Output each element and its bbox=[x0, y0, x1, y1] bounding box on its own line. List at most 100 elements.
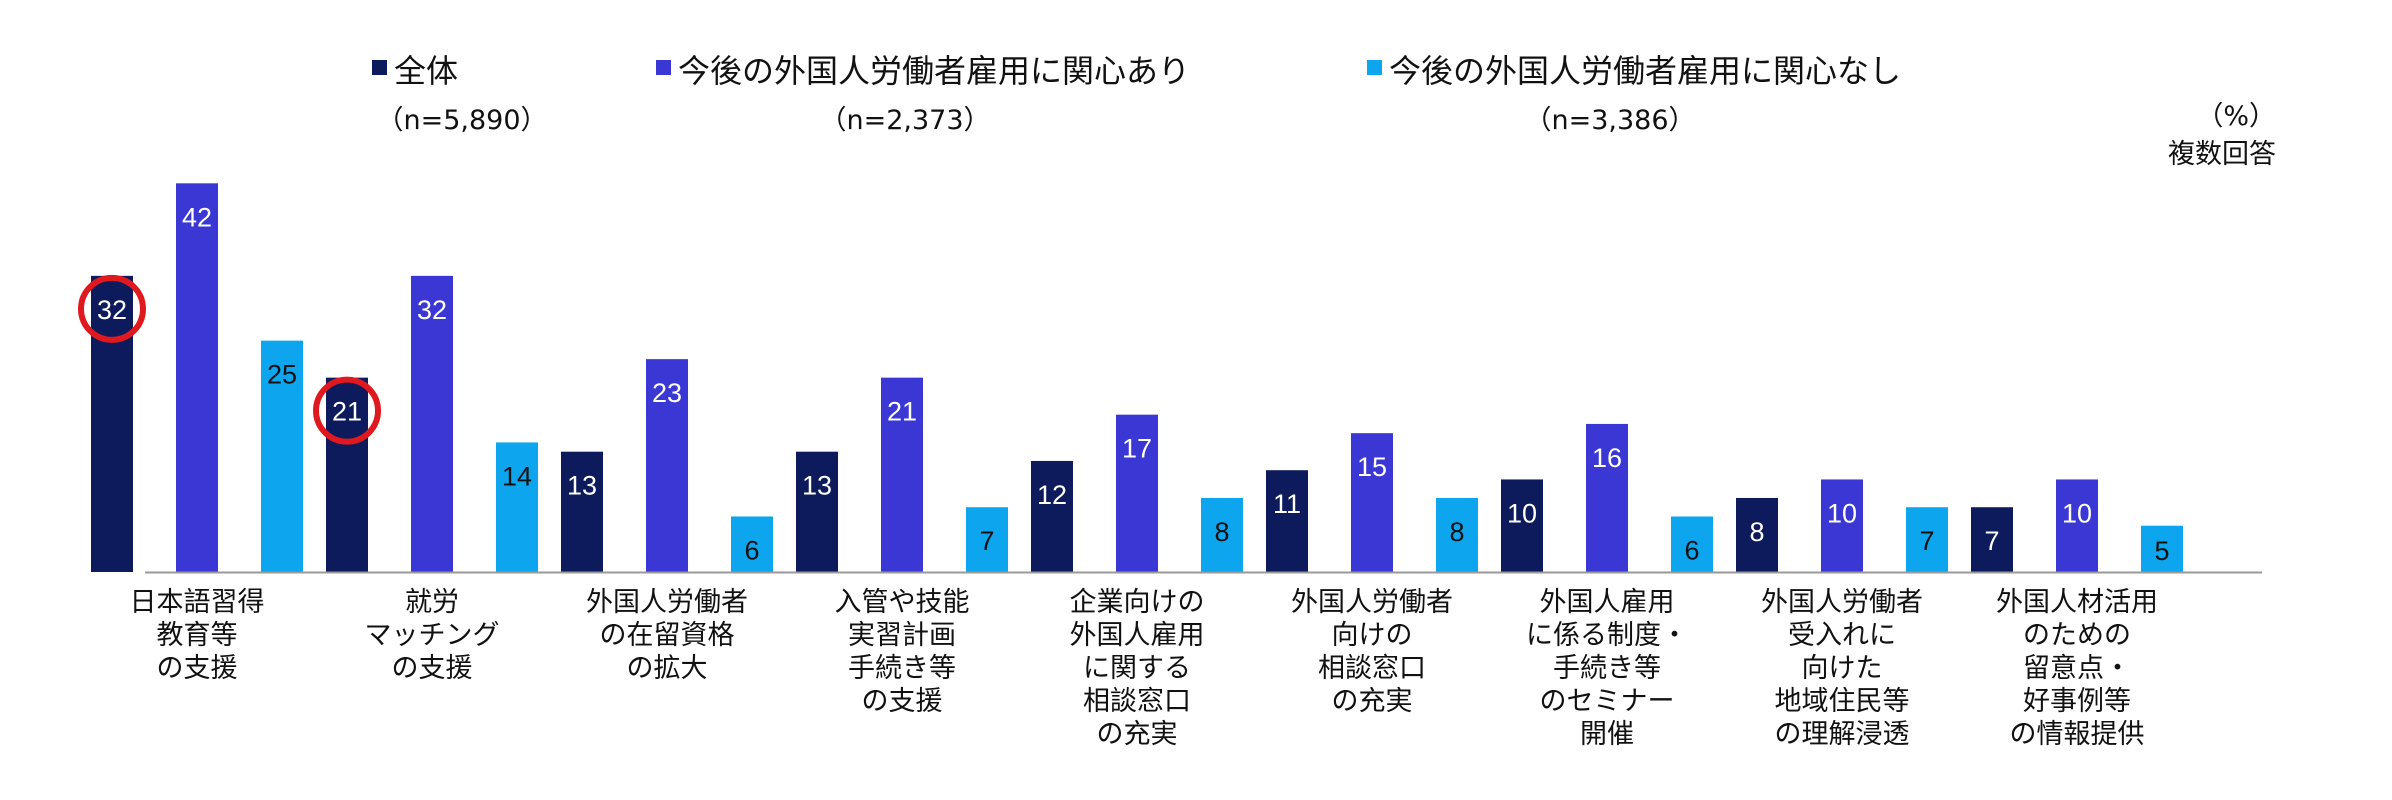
category-label-2: 外国人労働者 の在留資格 の拡大 bbox=[557, 586, 777, 685]
category-label-6: 外国人雇用 に係る制度・ 手続き等 のセミナー 開催 bbox=[1497, 586, 1717, 751]
data-label-s1-c2: 23 bbox=[652, 378, 682, 408]
category-label-0: 日本語習得 教育等 の支援 bbox=[87, 586, 307, 685]
data-label-s0-c4: 12 bbox=[1037, 480, 1067, 510]
highlight-circle-c0 bbox=[78, 274, 146, 343]
bar-s1-c1 bbox=[411, 275, 453, 572]
category-label-line: 開催 bbox=[1580, 719, 1634, 750]
category-label-line: 教育等 bbox=[156, 620, 238, 651]
data-label-s1-c5: 15 bbox=[1357, 452, 1387, 482]
bar-s1-c8 bbox=[2056, 479, 2098, 572]
data-label-s0-c7: 8 bbox=[1749, 517, 1764, 547]
category-label-line: 外国人雇用 bbox=[1069, 620, 1205, 651]
category-label-line: 受入れに bbox=[1788, 620, 1896, 651]
category-label-line: 相談窓口 bbox=[1083, 686, 1191, 717]
bar-s0-c3 bbox=[796, 451, 838, 572]
category-label-line: に関する bbox=[1083, 653, 1191, 684]
legend-n-0: （n=5,890） bbox=[376, 105, 548, 136]
bar-s0-c2 bbox=[561, 451, 603, 572]
bar-s1-c7 bbox=[1821, 479, 1863, 572]
data-label-s2-c6: 6 bbox=[1684, 535, 1699, 565]
data-label-s2-c4: 8 bbox=[1214, 517, 1229, 547]
bar-s2-c3 bbox=[966, 507, 1008, 572]
category-label-line: 外国人材活用 bbox=[1996, 587, 2158, 618]
category-label-line: の支援 bbox=[861, 686, 943, 717]
bar-s0-c8 bbox=[1971, 507, 2013, 572]
bar-s2-c4 bbox=[1201, 497, 1243, 572]
legend-label-2: 今後の外国人労働者雇用に関心なし bbox=[1389, 52, 1902, 90]
bar-s1-c6 bbox=[1586, 423, 1628, 572]
legend-n-1: （n=2,373） bbox=[819, 105, 991, 136]
data-label-s2-c2: 6 bbox=[744, 535, 759, 565]
legend-label-0: 全体 bbox=[394, 52, 459, 90]
note-label: 複数回答 bbox=[2168, 139, 2276, 170]
category-label-4: 企業向けの 外国人雇用 に関する 相談窓口 の充実 bbox=[1027, 586, 1247, 751]
bar-s0-c0 bbox=[91, 275, 133, 572]
category-label-line: 入管や技能 bbox=[834, 587, 970, 618]
category-label-line: に係る制度・ bbox=[1526, 620, 1688, 651]
data-label-s1-c4: 17 bbox=[1122, 434, 1152, 464]
category-label-line: 手続き等 bbox=[1553, 653, 1661, 684]
category-label-line: 向けの bbox=[1331, 620, 1413, 651]
bar-s2-c0 bbox=[261, 340, 303, 572]
data-label-s0-c3: 13 bbox=[802, 471, 832, 501]
category-label-5: 外国人労働者 向けの 相談窓口 の充実 bbox=[1262, 586, 1482, 718]
category-label-line: の充実 bbox=[1331, 686, 1413, 717]
category-label-line: 企業向けの bbox=[1069, 587, 1205, 618]
data-label-s1-c7: 10 bbox=[1827, 498, 1857, 528]
data-label-s0-c5: 11 bbox=[1273, 489, 1301, 519]
legend-swatch-1 bbox=[656, 60, 671, 75]
category-label-line: 手続き等 bbox=[848, 653, 956, 684]
bar-s2-c7 bbox=[1906, 507, 1948, 572]
bar-s0-c6 bbox=[1501, 479, 1543, 572]
category-label-line: 向けた bbox=[1801, 653, 1883, 684]
category-label-line: 好事例等 bbox=[2023, 686, 2131, 717]
data-label-s0-c2: 13 bbox=[567, 471, 597, 501]
data-label-s0-c0: 32 bbox=[97, 295, 127, 325]
category-label-line: 外国人労働者 bbox=[1291, 587, 1453, 618]
data-label-s2-c0: 25 bbox=[267, 360, 297, 390]
legend-label-1: 今後の外国人労働者雇用に関心あり bbox=[678, 52, 1191, 90]
category-label-line: の情報提供 bbox=[2009, 719, 2145, 750]
bar-s0-c1 bbox=[326, 377, 368, 572]
highlight-circle-c1 bbox=[313, 376, 381, 445]
unit-label: （%） bbox=[2196, 101, 2276, 132]
category-label-line: 外国人雇用 bbox=[1539, 587, 1675, 618]
category-label-line: 日本語習得 bbox=[129, 587, 265, 618]
category-label-line: の在留資格 bbox=[599, 620, 735, 651]
category-label-7: 外国人労働者 受入れに 向けた 地域住民等 の理解浸透 bbox=[1732, 586, 1952, 751]
category-label-3: 入管や技能 実習計画 手続き等 の支援 bbox=[792, 586, 1012, 718]
data-label-s1-c3: 21 bbox=[887, 397, 917, 427]
data-label-s2-c7: 7 bbox=[1919, 526, 1934, 556]
bar-s0-c7 bbox=[1736, 497, 1778, 572]
bar-s0-c5 bbox=[1266, 470, 1308, 572]
data-label-s2-c3: 7 bbox=[979, 526, 994, 556]
category-label-line: 外国人労働者 bbox=[586, 587, 748, 618]
data-label-s1-c6: 16 bbox=[1592, 443, 1622, 473]
category-label-line: の充実 bbox=[1096, 719, 1178, 750]
bar-s2-c1 bbox=[496, 442, 538, 572]
data-label-s1-c0: 42 bbox=[182, 202, 212, 232]
data-label-s2-c5: 8 bbox=[1449, 517, 1464, 547]
legend-swatch-2 bbox=[1367, 60, 1382, 75]
category-label-line: マッチング bbox=[364, 620, 500, 651]
bar-s1-c0 bbox=[176, 183, 218, 573]
category-label-line: 就労 bbox=[405, 587, 459, 618]
category-label-line: のための bbox=[2023, 620, 2131, 651]
bar-s1-c3 bbox=[881, 377, 923, 572]
category-label-line: 相談窓口 bbox=[1318, 653, 1426, 684]
bar-s2-c6 bbox=[1671, 516, 1713, 572]
data-label-s2-c8: 5 bbox=[2154, 536, 2169, 566]
bar-s1-c4 bbox=[1116, 414, 1158, 572]
bar-s2-c2 bbox=[731, 516, 773, 572]
category-label-line: 留意点・ bbox=[2023, 653, 2131, 684]
data-label-s0-c1: 21 bbox=[332, 397, 362, 427]
category-label-line: 地域住民等 bbox=[1774, 686, 1910, 717]
category-label-line: の支援 bbox=[391, 653, 473, 684]
data-label-s1-c1: 32 bbox=[417, 295, 447, 325]
category-label-line: のセミナー bbox=[1539, 686, 1675, 717]
bar-s2-c5 bbox=[1436, 497, 1478, 572]
legend-n-2: （n=3,386） bbox=[1524, 105, 1696, 136]
legend-swatch-0 bbox=[372, 60, 387, 75]
data-label-s0-c6: 10 bbox=[1507, 498, 1537, 528]
